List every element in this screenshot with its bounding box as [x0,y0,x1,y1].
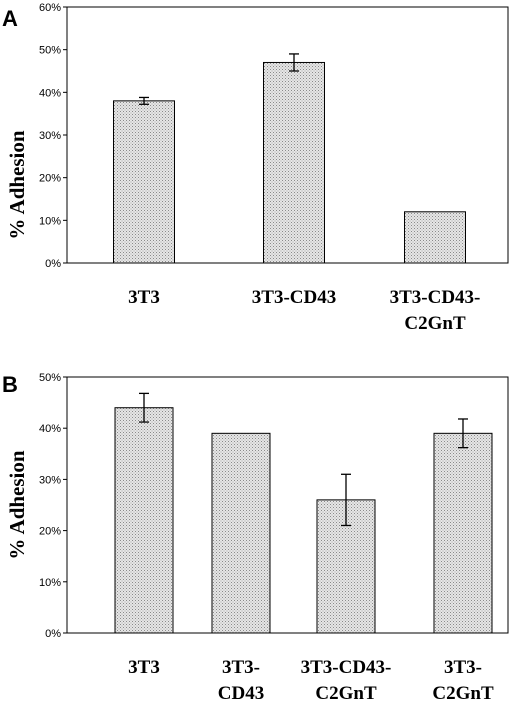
bar [113,100,175,264]
category-labels-a: 3T3 3T3-CD43 3T3-CD43- C2GnT [128,287,480,334]
y-tick-label: 60% [39,2,61,14]
category-label: C2GnT [432,683,494,704]
y-tick-label: 0% [45,258,61,270]
y-ticks-b: 0% 10% 20% 30% 40% 50% [39,372,67,640]
bar [433,432,493,634]
bar [211,432,271,634]
y-tick-label: 40% [39,423,61,435]
category-label: 3T3- [444,657,482,678]
category-label: 3T3-CD43- [390,287,481,308]
category-label: 3T3-CD43- [301,657,392,678]
y-tick-label: 20% [39,526,61,538]
error-bar [341,473,351,527]
category-label: CD43 [218,683,264,704]
error-bar [289,53,299,72]
y-tick-label: 10% [39,215,61,227]
bar [114,407,174,634]
category-label: 3T3- [222,657,260,678]
error-bar [139,96,149,105]
y-axis-label-a: % Adhesion [5,130,29,239]
chart-panel-b: B % Adhesion 0%10%20%30%40%50% 3T3 3T3-CD… [2,372,509,704]
category-label: 3T3-CD43 [252,287,336,308]
category-label: 3T3 [128,657,160,678]
panel-label-b: B [2,372,18,397]
y-axis-label-b: % Adhesion [5,450,29,559]
error-bar [139,392,149,423]
y-tick-label: 30% [39,130,61,142]
panel-label-a: A [2,6,18,31]
bar [404,211,466,264]
category-label: C2GnT [404,313,466,334]
y-ticks-a: 0% 10% 20% 30% 40% 50% 60% [39,2,67,270]
y-tick-label: 50% [39,45,61,57]
category-label: 3T3 [128,287,160,308]
y-tick-label: 30% [39,474,61,486]
bar [263,61,325,264]
error-bars-b [139,392,468,527]
chart-panel-a: A % Adhesion 0%10%20%30%40%50%60% 3T3 3T3… [2,2,509,334]
category-label: C2GnT [315,683,377,704]
y-tick-label: 10% [39,577,61,589]
error-bar [458,418,468,449]
category-labels-b: 3T3 3T3- CD43 3T3-CD43- C2GnT 3T3- C2GnT [128,657,494,704]
bars-a [113,61,466,264]
y-tick-label: 50% [39,372,61,384]
y-tick-label: 20% [39,173,61,185]
y-tick-label: 0% [45,628,61,640]
error-bars-a [139,53,299,105]
y-tick-label: 40% [39,87,61,99]
